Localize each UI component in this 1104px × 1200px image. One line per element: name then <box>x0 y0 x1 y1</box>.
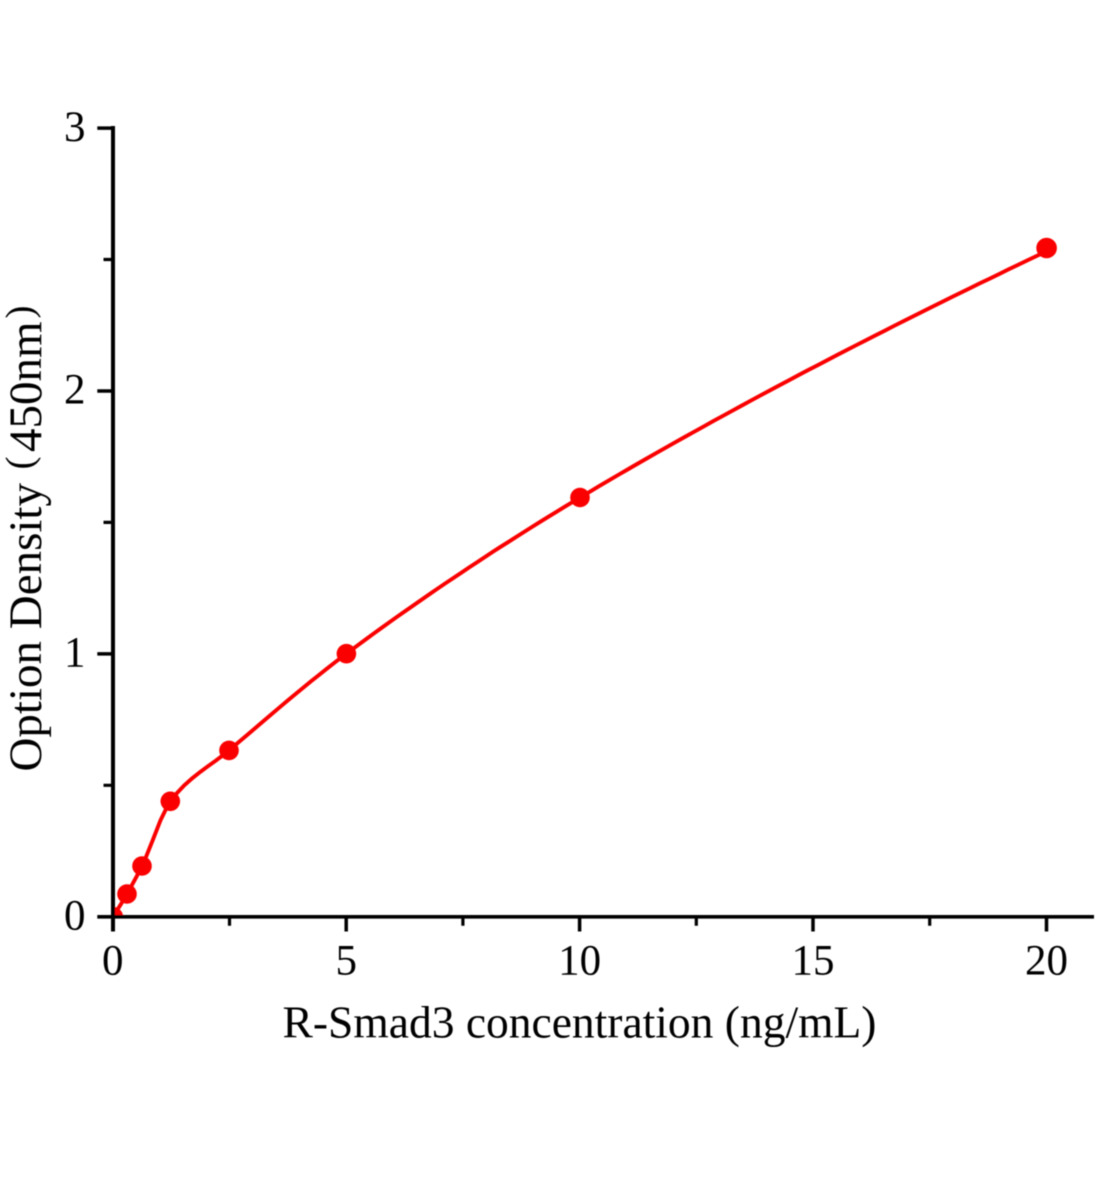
svg-text:Option Density(450nm): Option Density(450nm) <box>0 305 52 771</box>
svg-text:2: 2 <box>64 367 86 414</box>
svg-text:15: 15 <box>792 938 835 985</box>
svg-text:0: 0 <box>102 938 124 985</box>
svg-text:0: 0 <box>64 893 86 940</box>
svg-text:1: 1 <box>64 630 86 677</box>
svg-text:R-Smad3 concentration (ng/mL): R-Smad3 concentration (ng/mL) <box>283 997 877 1048</box>
svg-text:10: 10 <box>558 938 601 985</box>
svg-text:3: 3 <box>64 104 86 151</box>
svg-text:5: 5 <box>335 938 357 985</box>
svg-text:20: 20 <box>1025 938 1068 985</box>
